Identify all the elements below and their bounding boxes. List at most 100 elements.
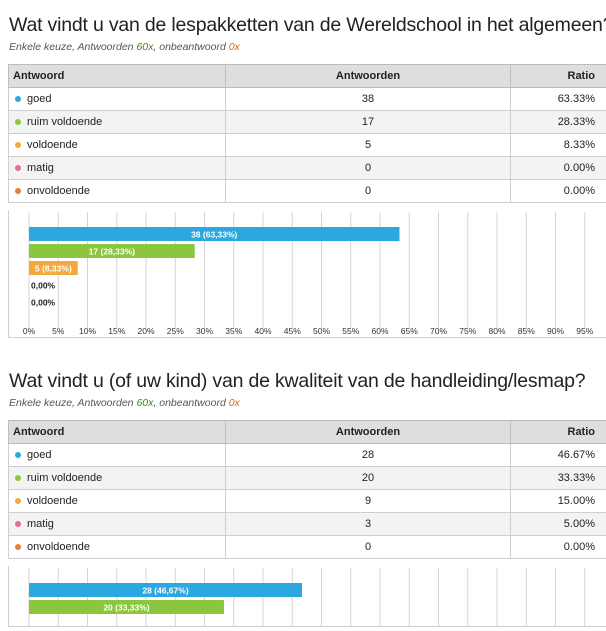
ratio-cell: 28.33% <box>511 111 606 134</box>
ratio-cell: 63.33% <box>511 88 606 111</box>
question-meta: Enkele keuze, Antwoorden 60x, onbeantwoo… <box>9 41 240 53</box>
answer-cell: onvoldoende <box>9 180 226 203</box>
answer-cell: onvoldoende <box>9 536 226 559</box>
header-count: Antwoorden <box>226 65 511 88</box>
ratio-cell: 0.00% <box>511 536 606 559</box>
bar-chart-box: 38 (63,33%) 17 (28,33%) 5 (8,33%) 0,00% 0,00… <box>8 210 606 338</box>
count-cell: 0 <box>226 536 511 559</box>
bar-label: 20 (33,33%) <box>103 603 149 613</box>
table-header-row: Antwoord Antwoorden Ratio <box>9 65 606 88</box>
header-answer: Antwoord <box>9 65 226 88</box>
count-cell: 9 <box>226 490 511 513</box>
answer-label: ruim voldoende <box>27 472 102 484</box>
answer-label: ruim voldoende <box>27 116 102 128</box>
color-dot-icon <box>15 165 21 171</box>
count-cell: 38 <box>226 88 511 111</box>
question-title: Wat vindt u (of uw kind) van de kwalitei… <box>9 370 585 393</box>
ratio-cell: 33.33% <box>511 467 606 490</box>
color-dot-icon <box>15 119 21 125</box>
answer-cell: goed <box>9 88 226 111</box>
question-meta: Enkele keuze, Antwoorden 60x, onbeantwoo… <box>9 397 240 409</box>
answer-cell: voldoende <box>9 134 226 157</box>
answered-count: 60x <box>136 397 153 409</box>
tick-label: 60% <box>371 326 388 336</box>
answer-label: matig <box>27 162 54 174</box>
tick-label: 10% <box>79 326 96 336</box>
question-title: Wat vindt u van de lespakketten van de W… <box>9 14 606 37</box>
answer-label: voldoende <box>27 495 78 507</box>
count-cell: 20 <box>226 467 511 490</box>
meta-middle: , onbeantwoord <box>153 41 228 53</box>
meta-prefix: Enkele keuze, Antwoorden <box>9 41 136 53</box>
tick-label: 25% <box>167 326 184 336</box>
bar-chart: 28 (46,67%) 20 (33,33%) <box>9 566 606 626</box>
answer-cell: voldoende <box>9 490 226 513</box>
answer-label: goed <box>27 93 51 105</box>
tick-label: 45% <box>284 326 301 336</box>
color-dot-icon <box>15 188 21 194</box>
ratio-cell: 15.00% <box>511 490 606 513</box>
answer-label: onvoldoende <box>27 185 90 197</box>
tick-label: 15% <box>108 326 125 336</box>
tick-label: 80% <box>488 326 505 336</box>
tick-label: 0% <box>23 326 36 336</box>
ratio-cell: 0.00% <box>511 180 606 203</box>
answer-cell: goed <box>9 444 226 467</box>
count-cell: 0 <box>226 180 511 203</box>
answered-count: 60x <box>136 41 153 53</box>
color-dot-icon <box>15 452 21 458</box>
ratio-cell: 5.00% <box>511 513 606 536</box>
count-cell: 5 <box>226 134 511 157</box>
color-dot-icon <box>15 544 21 550</box>
bar-label: 38 (63,33%) <box>191 230 237 240</box>
bar-chart: 38 (63,33%) 17 (28,33%) 5 (8,33%) 0,00% 0,00… <box>9 210 606 337</box>
meta-prefix: Enkele keuze, Antwoorden <box>9 397 136 409</box>
tick-label: 50% <box>313 326 330 336</box>
tick-label: 35% <box>225 326 242 336</box>
tick-label: 5% <box>52 326 65 336</box>
answer-cell: matig <box>9 157 226 180</box>
ratio-cell: 0.00% <box>511 157 606 180</box>
bar-label: 17 (28,33%) <box>89 247 135 257</box>
header-ratio: Ratio <box>511 421 606 444</box>
bar-label: 28 (46,67%) <box>142 586 188 596</box>
count-cell: 28 <box>226 444 511 467</box>
answer-label: matig <box>27 518 54 530</box>
color-dot-icon <box>15 142 21 148</box>
bar-label: 0,00% <box>31 298 56 308</box>
answer-label: voldoende <box>27 139 78 151</box>
tick-label: 40% <box>254 326 271 336</box>
tick-label: 20% <box>137 326 154 336</box>
answer-label: goed <box>27 449 51 461</box>
unanswered-count: 0x <box>229 41 240 53</box>
bar-label: 5 (8,33%) <box>35 264 72 274</box>
header-answer: Antwoord <box>9 421 226 444</box>
color-dot-icon <box>15 96 21 102</box>
bar-chart-box: 28 (46,67%) 20 (33,33%) <box>8 566 606 627</box>
tick-label: 55% <box>342 326 359 336</box>
tick-label: 65% <box>401 326 418 336</box>
meta-middle: , onbeantwoord <box>153 397 228 409</box>
tick-label: 70% <box>430 326 447 336</box>
count-cell: 0 <box>226 157 511 180</box>
color-dot-icon <box>15 521 21 527</box>
ratio-cell: 46.67% <box>511 444 606 467</box>
tick-label: 90% <box>547 326 564 336</box>
bar-label: 0,00% <box>31 281 56 291</box>
answer-cell: matig <box>9 513 226 536</box>
header-count: Antwoorden <box>226 421 511 444</box>
header-ratio: Ratio <box>511 65 606 88</box>
unanswered-count: 0x <box>229 397 240 409</box>
ratio-cell: 8.33% <box>511 134 606 157</box>
